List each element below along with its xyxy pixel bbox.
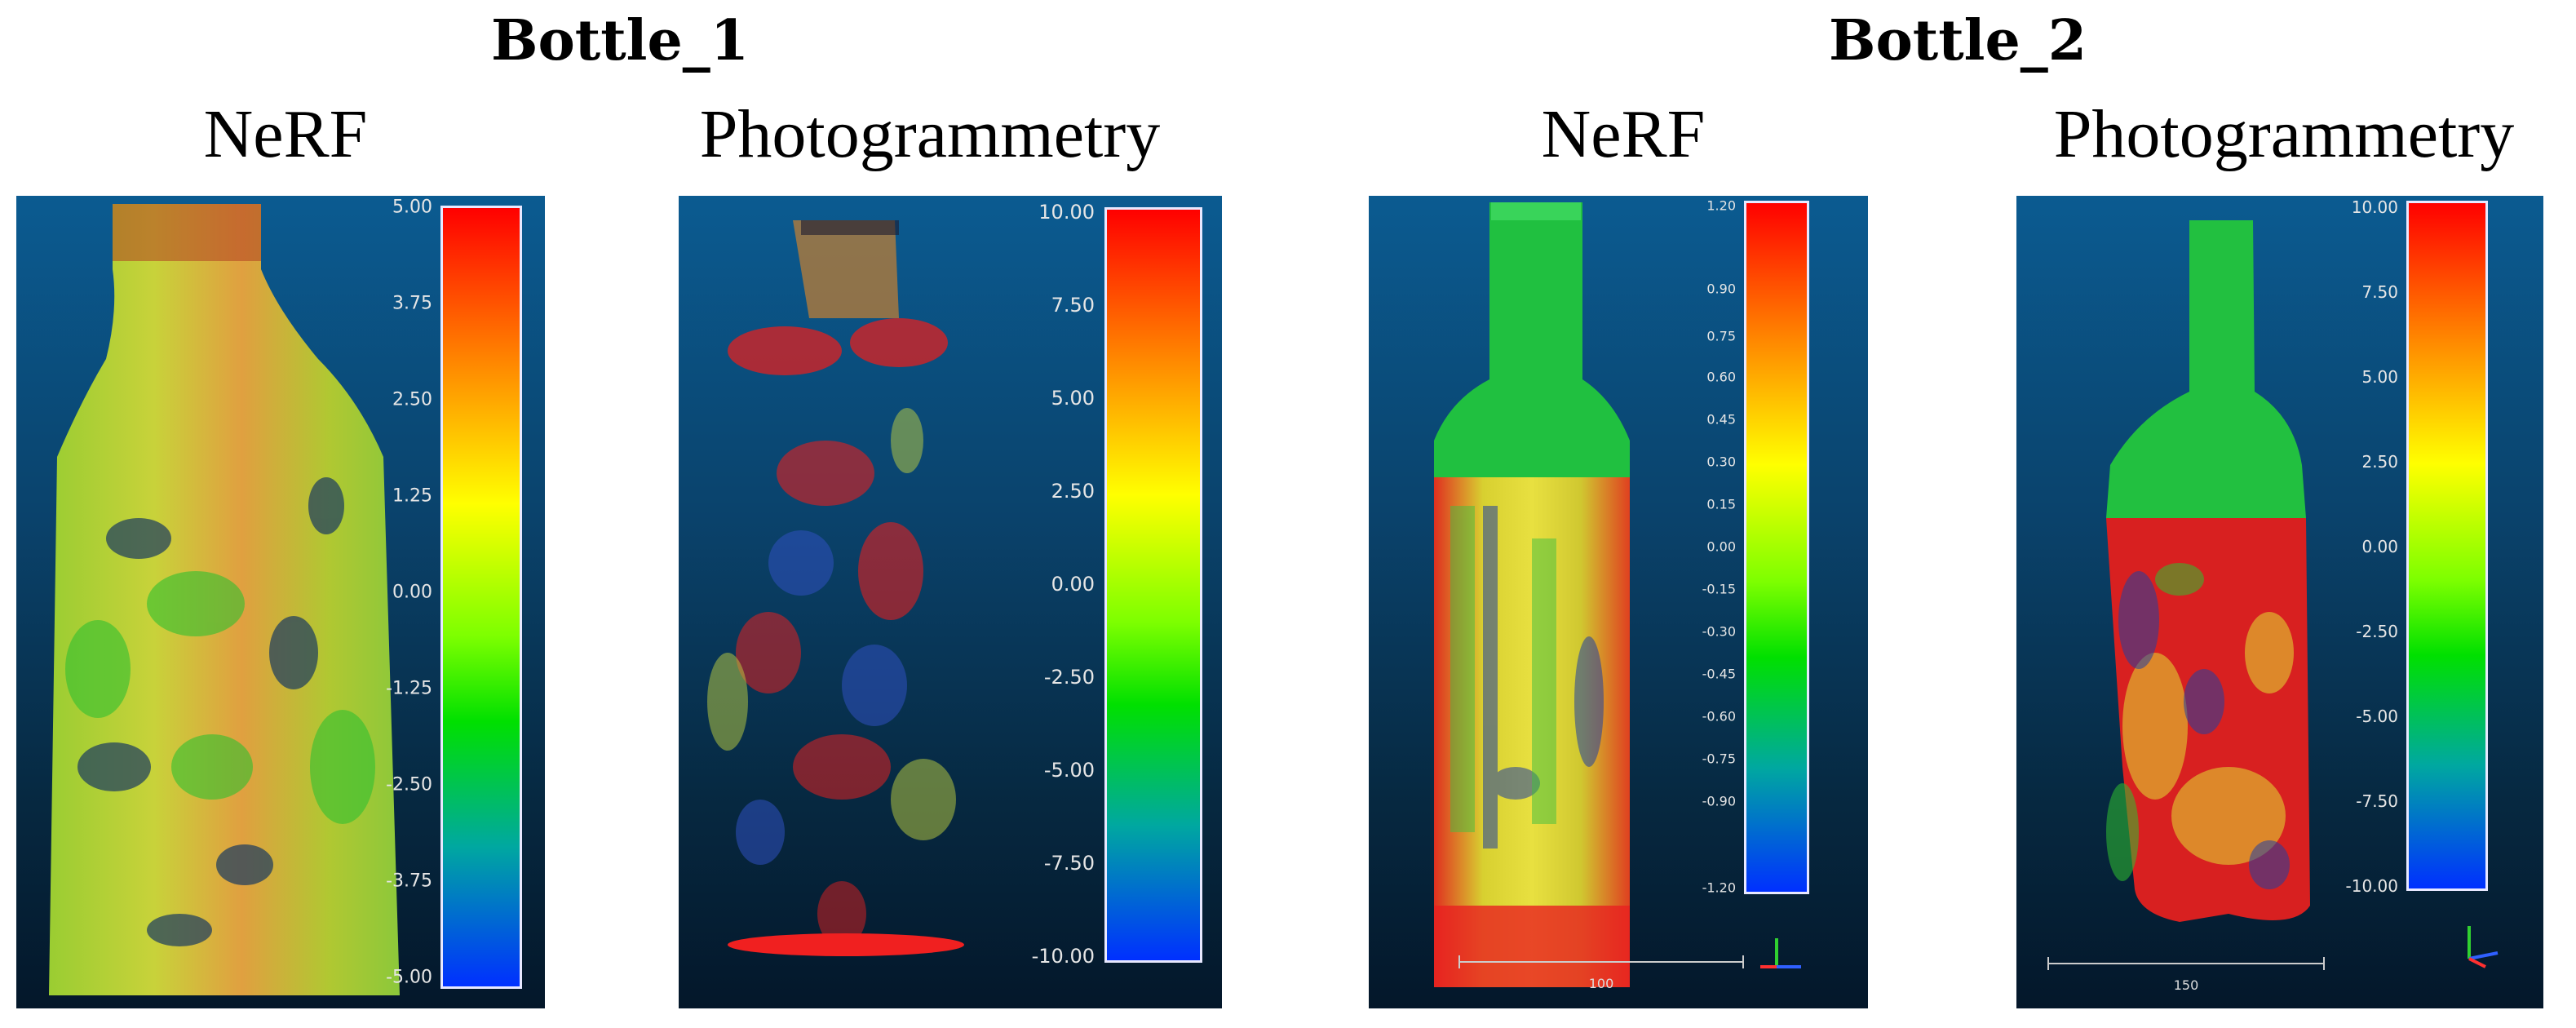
tick-label: -2.50	[386, 774, 432, 795]
tick-label: 2.50	[1051, 480, 1095, 503]
tick-label: 0.00	[1051, 573, 1095, 596]
tick-label: 0.30	[1706, 454, 1736, 470]
tick-label: 0.45	[1706, 411, 1736, 428]
tick-label: 5.00	[1051, 387, 1095, 410]
tick-label: 10.00	[2351, 197, 2398, 217]
tick-label: 1.20	[1706, 197, 1736, 214]
bottle-1-nerf-point-cloud	[49, 204, 400, 995]
tick-label: -1.20	[1702, 880, 1736, 896]
colorbar	[2406, 201, 2488, 891]
colorbar	[440, 206, 522, 989]
tick-label: 10.00	[1038, 201, 1095, 224]
tick-label: 0.60	[1706, 369, 1736, 385]
tick-label: -3.75	[386, 871, 432, 892]
bottle-2-photogrammetry-point-cloud	[2106, 220, 2310, 922]
tick-label: 0.75	[1706, 328, 1736, 344]
tick-label: 5.00	[392, 197, 432, 218]
tick-label: -0.15	[1702, 581, 1736, 597]
scale-bar	[1458, 955, 1744, 968]
method-title-bottle-1-photogrammetry: Photogrammetry	[699, 96, 1161, 172]
tick-label: -5.00	[386, 967, 432, 988]
group-title-bottle-1: Bottle_1	[490, 8, 750, 73]
tick-label: -0.45	[1702, 666, 1736, 682]
tick-label: -0.30	[1702, 623, 1736, 640]
colorbar	[1744, 201, 1809, 894]
group-title-bottle-2: Bottle_2	[1828, 8, 2087, 73]
panel-bottle-1-nerf: 5.00 3.75 2.50 1.25 0.00 -1.25 -2.50 -3.…	[16, 196, 545, 1008]
scale-bar	[2047, 957, 2325, 970]
panel-bottle-1-photogrammetry: 10.00 7.50 5.00 2.50 0.00 -2.50 -5.00 -7…	[679, 196, 1222, 1008]
tick-label: 7.50	[2361, 282, 2398, 302]
tick-label: 3.75	[392, 293, 432, 314]
bottle-1-photogrammetry-point-cloud	[707, 220, 964, 956]
method-title-bottle-1-nerf: NeRF	[203, 96, 368, 172]
method-title-bottle-2-nerf: NeRF	[1541, 96, 1706, 172]
tick-label: -1.25	[386, 678, 432, 699]
tick-label: 0.90	[1706, 281, 1736, 297]
tick-label: -0.75	[1702, 751, 1736, 767]
tick-label: 0.15	[1706, 496, 1736, 512]
tick-label: -5.00	[1043, 759, 1095, 782]
tick-label: -10.00	[1031, 945, 1095, 968]
axis-triad-icon	[2468, 926, 2499, 968]
tick-label: -7.50	[2356, 791, 2398, 811]
panel-bottle-2-nerf: 1.20 0.90 0.75 0.60 0.45 0.30 0.15 0.00 …	[1369, 196, 1868, 1008]
tick-label: -2.50	[1043, 666, 1095, 689]
tick-label: -2.50	[2356, 622, 2398, 641]
tick-label: 0.00	[392, 582, 432, 603]
panel-bottle-2-photogrammetry: 10.00 7.50 5.00 2.50 0.00 -2.50 -5.00 -7…	[2016, 196, 2543, 1008]
tick-label: 1.25	[392, 485, 432, 507]
tick-label: 0.00	[2361, 537, 2398, 556]
tick-label: 5.00	[2361, 367, 2398, 387]
colorbar	[1104, 207, 1202, 963]
bottle-2-nerf-point-cloud	[1434, 202, 1630, 987]
tick-label: 2.50	[2361, 452, 2398, 472]
axis-triad-icon	[1760, 938, 1801, 968]
tick-label: 0.00	[1706, 538, 1736, 555]
tick-label: -5.00	[2356, 707, 2398, 726]
scale-bar-label: 150	[2173, 977, 2199, 993]
scale-bar-label: 100	[1588, 976, 1614, 991]
tick-label: -10.00	[2345, 876, 2398, 896]
tick-label: -0.60	[1702, 708, 1736, 724]
tick-label: 7.50	[1051, 294, 1095, 317]
tick-label: 2.50	[392, 389, 432, 410]
tick-label: -7.50	[1043, 852, 1095, 875]
tick-label: -0.90	[1702, 793, 1736, 809]
method-title-bottle-2-photogrammetry: Photogrammetry	[2053, 96, 2515, 172]
